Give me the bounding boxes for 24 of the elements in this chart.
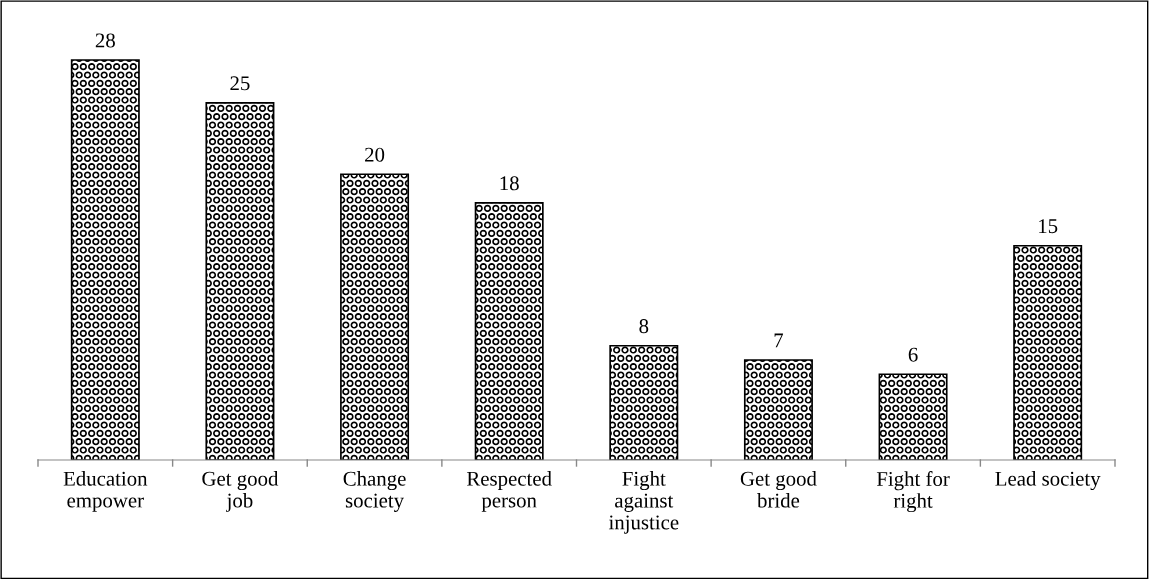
bar (340, 173, 410, 460)
x-tick-label: Fight for right (876, 471, 950, 513)
data-label: 20 (365, 147, 385, 162)
data-label: 28 (95, 33, 115, 48)
bar (609, 344, 679, 460)
x-tick-label: Fight against injustice (608, 471, 679, 534)
bar (474, 202, 544, 460)
x-tick-label: Respected person (466, 471, 552, 512)
x-tick-label: Lead society (995, 471, 1101, 491)
x-tick-label: Education empower (63, 471, 148, 512)
data-label: 15 (1039, 219, 1058, 234)
data-label: 25 (230, 76, 250, 91)
x-tick-label: Get good bride (740, 471, 817, 508)
data-label: 8 (639, 319, 649, 334)
bar (878, 373, 948, 460)
data-label: 18 (500, 176, 519, 191)
x-tick-label: Get good job (202, 471, 279, 512)
data-label: 7 (774, 333, 784, 348)
bar (205, 102, 275, 460)
data-label: 6 (908, 347, 918, 362)
x-tick-label: Change society (343, 471, 406, 512)
bar (1013, 244, 1083, 460)
bar (70, 59, 140, 460)
bar (743, 359, 813, 460)
